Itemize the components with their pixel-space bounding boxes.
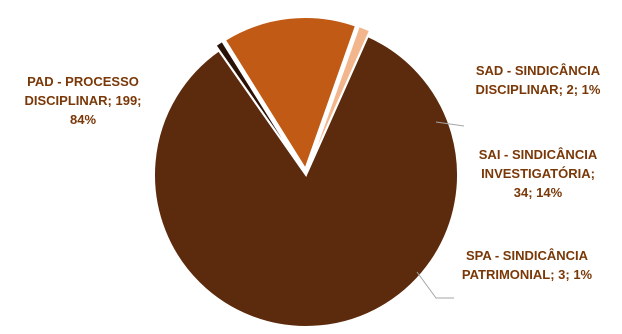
data-label-line: INVESTIGATÓRIA; (481, 165, 595, 181)
data-label-2: SAD - SINDICÂNCIA DISCIPLINAR; 2; 1% (453, 61, 622, 99)
data-label-line: 84% (69, 111, 97, 127)
data-label-line: 34; 14% (513, 184, 563, 200)
data-label-3: SAI - SINDICÂNCIA INVESTIGATÓRIA; 34; 14% (453, 145, 622, 202)
data-label-line: DISCIPLINAR; 199; (24, 92, 142, 108)
data-label-line: SAI - SINDICÂNCIA (478, 146, 598, 162)
data-label-line: SPA - SINDICÂNCIA (465, 248, 589, 263)
pie-slice-3 (223, 16, 358, 172)
pie-slice-2 (214, 39, 304, 171)
pie-slice-4 (307, 24, 372, 170)
pie-slice-1 (153, 34, 459, 328)
leader-line-2 (435, 121, 465, 127)
data-label-line: PATRIMONIAL; 3; 1% (461, 267, 593, 282)
leader-line-4 (416, 271, 454, 299)
data-label-line: DISCIPLINAR; 2; 1% (475, 82, 601, 97)
data-label-line: PAD - PROCESSO (27, 73, 139, 89)
data-label-line: SAD - SINDICÂNCIA (475, 63, 601, 78)
data-label-4: SPA - SINDICÂNCIA PATRIMONIAL; 3; 1% (442, 246, 612, 284)
data-label-1: PAD - PROCESSO DISCIPLINAR; 199; 84% (0, 72, 168, 129)
